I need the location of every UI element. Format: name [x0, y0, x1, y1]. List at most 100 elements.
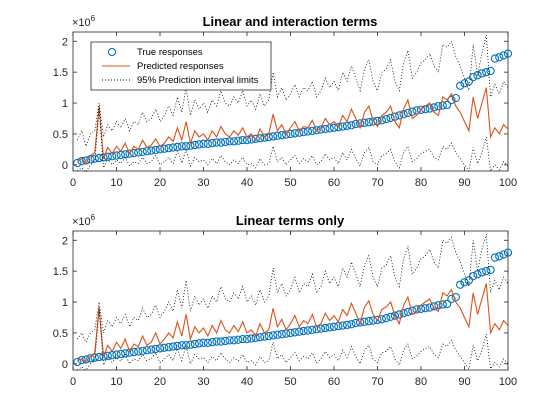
series-prediction-interval-line [77, 109, 509, 173]
true-response-point [212, 337, 221, 346]
true-response-point [303, 326, 313, 335]
true-response-point [442, 100, 452, 110]
true-response-point [295, 327, 304, 336]
true-response-point [373, 315, 382, 325]
true-response-point [90, 353, 99, 362]
true-response-point [86, 354, 95, 363]
true-response-point [147, 146, 156, 155]
true-response-point [208, 338, 217, 347]
true-response-point [299, 326, 308, 336]
true-response-point [442, 299, 452, 309]
y-tick-label: 0.5 [53, 129, 68, 141]
true-response-point [168, 143, 178, 152]
true-response-point [360, 118, 369, 127]
legend-interval-label: 95% Prediction interval limits [137, 75, 259, 86]
y-tick-label: 0 [62, 160, 68, 172]
true-response-point [173, 142, 182, 152]
true-response-point [125, 149, 134, 158]
true-response-point [251, 333, 260, 343]
true-response-point [434, 300, 443, 310]
true-response-point [234, 335, 243, 344]
true-response-point [338, 321, 347, 330]
true-response-point [277, 131, 286, 140]
true-response-point [308, 126, 317, 135]
true-response-point [255, 333, 265, 342]
true-response-point [129, 347, 139, 357]
true-response-point [229, 336, 239, 345]
true-response-point [503, 49, 513, 58]
true-response-point [286, 129, 295, 139]
true-response-point [181, 341, 191, 350]
true-response-point [421, 304, 430, 313]
true-response-point [390, 311, 400, 320]
true-response-point [260, 133, 269, 142]
true-response-point [325, 323, 334, 332]
true-response-point [234, 136, 243, 145]
true-response-point [347, 320, 356, 329]
true-response-point [408, 107, 417, 116]
true-response-point [225, 137, 234, 146]
true-response-point [364, 118, 373, 127]
true-response-point [168, 342, 178, 351]
true-response-point [482, 68, 491, 77]
y-tick-label: 1.5 [53, 67, 68, 79]
true-response-point [277, 330, 286, 339]
true-response-point [477, 69, 487, 78]
legend-predicted-label: Predicted responses [137, 61, 224, 72]
true-response-point [203, 338, 212, 347]
x-tick-label: 40 [241, 376, 253, 388]
x-tick-label: 100 [499, 177, 517, 189]
chart-linear-and-interaction: Linear and interaction terms ×106 0 10 20 3… [53, 14, 517, 189]
true-response-point [434, 101, 443, 111]
true-response-point [395, 111, 404, 120]
true-response-point [438, 300, 447, 309]
true-response-point [177, 142, 186, 151]
true-response-point [412, 305, 421, 314]
x-tick-label: 30 [197, 177, 209, 189]
y-tick-label: 1 [62, 98, 68, 110]
true-response-point [334, 122, 343, 132]
true-response-point [194, 140, 204, 149]
chart-title: Linear terms only [236, 213, 345, 228]
true-response-point [416, 105, 426, 114]
true-response-point [312, 126, 321, 135]
true-response-point [190, 339, 199, 349]
true-response-point [125, 348, 134, 357]
true-response-point [268, 132, 278, 141]
x-tick-label: 10 [110, 177, 122, 189]
true-response-point [190, 140, 199, 150]
true-response-point [490, 54, 500, 63]
true-response-point [94, 153, 104, 163]
true-response-point [329, 322, 339, 331]
true-response-point [386, 312, 395, 322]
true-response-point [160, 144, 169, 153]
true-response-point [134, 347, 143, 356]
y-exponent-label: ×106 [72, 213, 96, 228]
true-response-point [499, 250, 508, 259]
true-response-point [121, 349, 130, 358]
series-predicted-line [76, 87, 509, 165]
true-response-point [199, 139, 208, 148]
true-response-point [429, 103, 439, 112]
y-exponent-base: ×10 [72, 216, 91, 228]
true-response-point [438, 101, 447, 110]
legend-true-marker [107, 47, 117, 57]
true-response-point [242, 334, 252, 344]
true-response-point [299, 127, 308, 137]
true-response-point [473, 270, 482, 279]
true-response-point [216, 138, 226, 147]
x-tick-label: 50 [284, 177, 296, 189]
true-response-point [229, 137, 239, 146]
x-tick-label: 90 [458, 177, 470, 189]
true-response-point [142, 346, 152, 355]
true-response-point [177, 341, 186, 350]
x-tick-label: 0 [70, 177, 76, 189]
true-response-point [208, 139, 217, 148]
true-response-point [73, 158, 82, 168]
series-prediction-interval-line [77, 309, 509, 371]
true-response-point [321, 323, 330, 333]
y-tick-label: 0 [62, 359, 68, 371]
true-response-point [368, 117, 378, 126]
true-response-point [495, 53, 504, 62]
